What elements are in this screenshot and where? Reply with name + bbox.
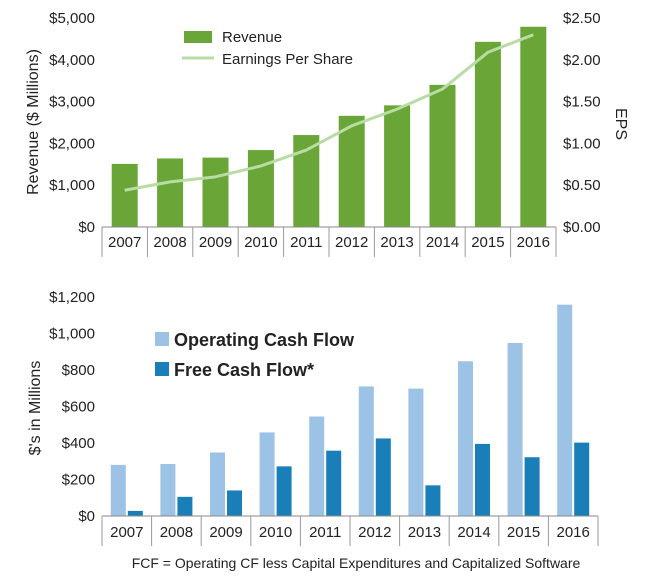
cashflow-tick-label: $800 [62, 362, 95, 379]
fcf-bar-2007 [127, 510, 143, 516]
eps-axis-label: EPS [612, 108, 629, 140]
revenue-tick-label: $1,000 [49, 177, 95, 194]
bottom-x-tick-label: 2008 [160, 524, 193, 541]
top-x-tick-label: 2016 [517, 234, 550, 251]
bottom-x-tick-label: 2014 [457, 524, 490, 541]
revenue-tick-label: $2,000 [49, 135, 95, 152]
top-x-tick-label: 2015 [471, 234, 504, 251]
cashflow-tick-label: $600 [62, 399, 95, 416]
top-x-tick-label: 2009 [199, 234, 232, 251]
top-x-tick-label: 2007 [108, 234, 141, 251]
cashflow-tick-label: $400 [62, 435, 95, 452]
ocf-bar-2013 [408, 388, 424, 516]
eps-line [124, 33, 534, 192]
revenue-tick-label: $5,000 [49, 10, 95, 27]
cashflow-axis-label: $'s in Millions [27, 361, 44, 456]
cashflow-tick-label: $1,000 [49, 326, 95, 343]
bottom-x-tick-label: 2012 [358, 524, 391, 541]
revenue-tick-label: $4,000 [49, 52, 95, 69]
top-x-tick-label: 2012 [335, 234, 368, 251]
revenue-bar-2016 [520, 26, 547, 227]
ocf-bar-2015 [507, 342, 523, 516]
fcf-bar-2010 [276, 466, 292, 516]
revenue-bar-2007 [111, 163, 138, 227]
top-x-tick-label: 2010 [244, 234, 277, 251]
revenue-tick-label: $0 [78, 219, 95, 236]
cashflow-tick-label: $1,200 [49, 289, 95, 306]
ocf-bar-2009 [210, 452, 225, 516]
legend-swatch-fcf [155, 362, 169, 376]
bottom-x-tick-label: 2016 [557, 524, 590, 541]
fcf-bar-2009 [227, 490, 242, 516]
eps-tick-label: $2.50 [563, 10, 601, 27]
revenue-bar-2013 [384, 105, 411, 227]
legend-swatch-ocf [155, 332, 169, 346]
fcf-bar-2012 [375, 438, 391, 516]
ocf-bar-2011 [309, 416, 325, 516]
legend-label-eps: Earnings Per Share [222, 51, 353, 68]
eps-tick-label: $2.00 [563, 52, 601, 69]
cashflow-tick-label: $0 [78, 508, 95, 525]
cashflow-chart: 2007 2008 2009 2010 2011 2012 2013 2014 2015 2016… [49, 289, 599, 546]
revenue-bar-2008 [157, 158, 184, 227]
fcf-bar-2014 [475, 443, 490, 516]
eps-tick-label: $0.00 [563, 219, 601, 236]
top-x-tick-label: 2013 [380, 234, 413, 251]
bottom-x-tick-label: 2007 [110, 524, 143, 541]
fcf-bar-2013 [425, 485, 441, 516]
top-x-tick-label: 2014 [426, 234, 459, 251]
ocf-bar-2012 [358, 386, 374, 516]
ocf-bar-2010 [259, 432, 275, 516]
fcf-bar-2015 [524, 457, 540, 516]
ocf-bar-2014 [458, 361, 473, 516]
eps-tick-label: $1.50 [563, 94, 601, 111]
top-x-tick-label: 2008 [153, 234, 186, 251]
bottom-x-tick-label: 2011 [309, 524, 341, 541]
footnote: FCF = Operating CF less Capital Expendit… [132, 555, 581, 571]
eps-tick-label: $0.50 [563, 177, 601, 194]
bottom-x-tick-label: 2013 [408, 524, 441, 541]
ocf-bar-2016 [557, 304, 573, 516]
ocf-bar-2007 [110, 464, 126, 516]
eps-tick-label: $1.00 [563, 135, 601, 152]
cashflow-tick-label: $200 [62, 472, 95, 489]
bottom-x-tick-label: 2015 [507, 524, 540, 541]
top-x-tick-label: 2011 [290, 234, 322, 251]
revenue-bar-2009 [202, 157, 229, 227]
fcf-bar-2011 [326, 450, 342, 516]
legend-label-fcf: Free Cash Flow* [174, 360, 314, 380]
revenue-bar-2012 [338, 115, 365, 227]
fcf-bar-2008 [177, 496, 193, 516]
bottom-x-tick-label: 2010 [259, 524, 292, 541]
legend-swatch-revenue [184, 31, 212, 43]
revenue-bar-2014 [429, 84, 456, 227]
revenue-bar-2015 [474, 41, 501, 227]
ocf-bar-2008 [160, 463, 176, 516]
revenue-axis-label: Revenue ($ Millions) [25, 49, 42, 195]
legend-label-revenue: Revenue [222, 29, 282, 46]
revenue-tick-label: $3,000 [49, 94, 95, 111]
legend-label-ocf: Operating Cash Flow [174, 330, 355, 350]
bottom-x-tick-label: 2009 [209, 524, 242, 541]
revenue-eps-chart: 2007 2008 2009 2010 2011 2012 2013 2014 2015 2016… [49, 10, 601, 257]
fcf-bar-2016 [574, 442, 590, 516]
